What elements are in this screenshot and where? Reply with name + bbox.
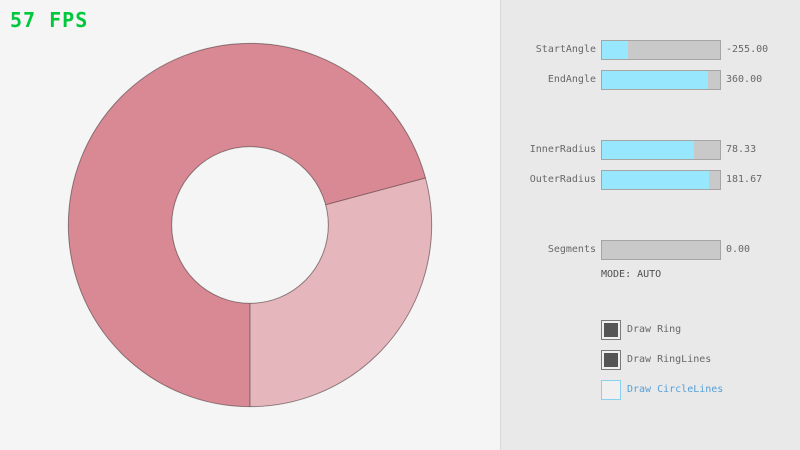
mode-label: MODE: AUTO [601,269,662,280]
draw-circlelines-label: Draw CircleLines [627,384,724,395]
end-angle-slider-fill [602,71,709,89]
draw-ringlines-checkbox[interactable] [601,350,621,370]
segments-slider-row: Segments 0.00 [501,240,800,260]
check-mark-icon [604,323,618,337]
fps-counter: 57 FPS [10,8,89,32]
ring-end-edge-line [325,177,426,206]
draw-ring-checkbox[interactable] [601,320,621,340]
draw-ringlines-label: Draw RingLines [627,354,712,365]
segments-label: Segments [547,244,596,255]
inner-radius-slider-fill [602,141,695,159]
segments-value: 0.00 [726,244,751,255]
outer-radius-label: OuterRadius [529,174,596,185]
draw-ring-row: Draw Ring [501,320,800,340]
start-angle-slider-row: StartAngle -255.00 [501,40,800,60]
check-mark-icon [604,353,618,367]
inner-radius-slider[interactable] [601,140,721,160]
end-angle-slider-row: EndAngle 360.00 [501,70,800,90]
draw-circlelines-row: Draw CircleLines [501,380,800,400]
start-angle-value: -255.00 [726,44,769,55]
inner-radius-slider-row: InnerRadius 78.33 [501,140,800,160]
ring-inner-outline [171,146,329,304]
inner-radius-value: 78.33 [726,144,757,155]
start-angle-slider-fill [602,41,628,59]
end-angle-slider[interactable] [601,70,721,90]
outer-radius-value: 181.67 [726,174,763,185]
start-angle-slider[interactable] [601,40,721,60]
segments-slider[interactable] [601,240,721,260]
settings-panel: MODE: AUTO StartAngle -255.00 EndAngle 360.… [500,0,800,450]
inner-radius-label: InnerRadius [529,144,596,155]
outer-radius-slider[interactable] [601,170,721,190]
start-angle-label: StartAngle [535,44,596,55]
outer-radius-slider-row: OuterRadius 181.67 [501,170,800,190]
draw-circlelines-checkbox[interactable] [601,380,621,400]
draw-ringlines-row: Draw RingLines [501,350,800,370]
end-angle-label: EndAngle [547,74,596,85]
ring-canvas [67,42,433,408]
outer-radius-slider-fill [602,171,710,189]
ring-outer-outline [67,42,433,408]
end-angle-value: 360.00 [726,74,763,85]
draw-ring-label: Draw Ring [627,324,682,335]
ring-wedge-shape [250,177,432,407]
